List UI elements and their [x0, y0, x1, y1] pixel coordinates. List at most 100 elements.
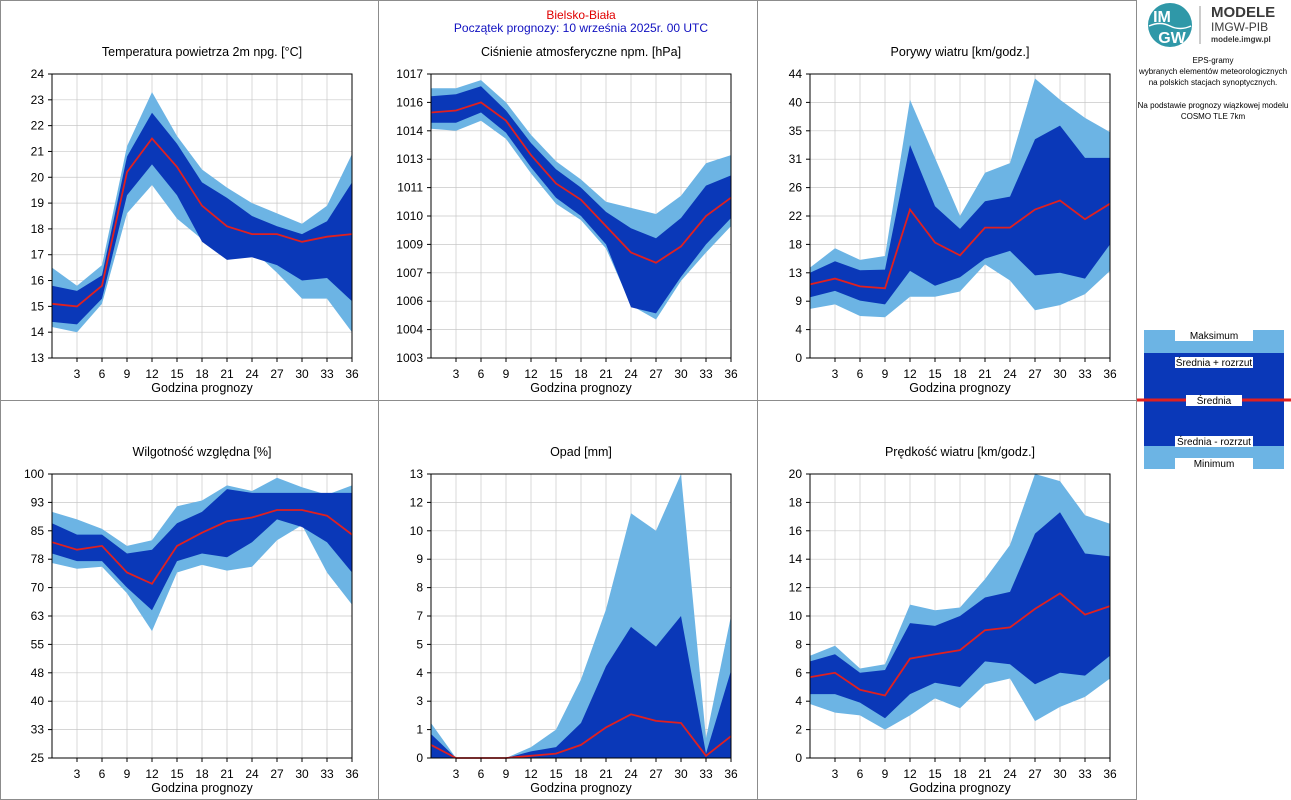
gusts-xtick-label-24: 24	[1003, 367, 1017, 381]
wind-ytick-label-0: 0	[795, 751, 802, 765]
humidity-title: Wilgotność względna [%]	[133, 445, 272, 459]
gusts-ytick-label-8: 35	[789, 124, 803, 138]
humidity-ytick-label-10: 100	[24, 467, 44, 481]
pressure-ytick-label-1: 1004	[396, 323, 423, 337]
precip-ytick-label-4: 5	[416, 637, 423, 651]
legend-label-min: Minimum	[1194, 459, 1235, 470]
pressure-xtick-label-30: 30	[674, 367, 688, 381]
humidity-xtick-label-3: 3	[74, 767, 81, 781]
wind-ytick-label-6: 12	[789, 581, 803, 595]
temp-ytick-label-3: 16	[31, 274, 45, 288]
gusts-ytick-label-0: 0	[795, 351, 802, 365]
gusts-ytick-label-7: 31	[789, 152, 803, 166]
precip-ytick-label-2: 3	[416, 694, 423, 708]
logo-line1: MODELE	[1211, 4, 1275, 21]
pressure-ytick-label-5: 1010	[396, 209, 423, 223]
humidity-ytick-label-0: 25	[31, 751, 45, 765]
precip-xtick-label-15: 15	[549, 767, 563, 781]
temp-xtick-label-15: 15	[170, 367, 184, 381]
humidity-ytick-label-4: 55	[31, 637, 45, 651]
wind-xaxis-label: Godzina prognozy	[909, 781, 1011, 795]
temp-xtick-label-27: 27	[270, 367, 284, 381]
precip-xtick-label-9: 9	[503, 767, 510, 781]
temp-ytick-label-10: 23	[31, 93, 45, 107]
wind-ytick-label-1: 2	[795, 723, 802, 737]
wind-xtick-label-30: 30	[1053, 767, 1067, 781]
temp-ytick-label-9: 22	[31, 119, 45, 133]
gusts-ytick-label-6: 26	[789, 181, 803, 195]
precip-ytick-label-8: 10	[410, 524, 424, 538]
temp-xtick-label-18: 18	[195, 367, 209, 381]
imgw-logo: IM GW MODELE IMGW-PIB modele.imgw.pl	[1148, 3, 1275, 47]
precip-ytick-label-3: 4	[416, 666, 423, 680]
pressure-xtick-label-3: 3	[453, 367, 460, 381]
precip-ytick-label-1: 1	[416, 723, 423, 737]
humidity-xtick-label-15: 15	[170, 767, 184, 781]
header-city: Bielsko-Biała	[546, 8, 616, 22]
chart-pressure: 1003 1004 1006 1007 1009 1010 1011 1013 1014 1016…	[396, 45, 738, 395]
pressure-xtick-label-15: 15	[549, 367, 563, 381]
temp-xtick-label-12: 12	[145, 367, 159, 381]
pressure-title: Ciśnienie atmosferyczne npm. [hPa]	[481, 45, 681, 59]
epsgram-canvas: Bielsko-Biała Początek prognozy: 10 wrze…	[0, 0, 1291, 800]
pressure-ytick-label-2: 1006	[396, 294, 423, 308]
wind-ytick-label-7: 14	[789, 552, 803, 566]
gusts-xtick-label-36: 36	[1103, 367, 1117, 381]
pressure-xtick-label-24: 24	[624, 367, 638, 381]
precip-ytick-label-10: 13	[410, 467, 424, 481]
gusts-ytick-label-9: 40	[789, 95, 803, 109]
temp-xtick-label-21: 21	[220, 367, 234, 381]
humidity-xtick-label-27: 27	[270, 767, 284, 781]
temp-xtick-label-9: 9	[124, 367, 131, 381]
logo-circle-text-top: IM	[1153, 9, 1171, 26]
pressure-ytick-label-4: 1009	[396, 237, 423, 251]
pressure-ytick-label-7: 1013	[396, 152, 423, 166]
gusts-title: Porywy wiatru [km/godz.]	[891, 45, 1030, 59]
temp-ytick-label-8: 21	[31, 144, 45, 158]
humidity-xtick-label-36: 36	[345, 767, 359, 781]
gusts-xtick-label-9: 9	[882, 367, 889, 381]
info-text: EPS-gramy wybranych elementów meteorolog…	[1138, 56, 1289, 121]
humidity-ytick-label-1: 33	[31, 723, 45, 737]
info-line-1: EPS-gramy	[1193, 56, 1234, 65]
wind-xtick-label-9: 9	[882, 767, 889, 781]
temp-xtick-label-30: 30	[295, 367, 309, 381]
humidity-ytick-label-3: 48	[31, 666, 45, 680]
gusts-xtick-label-33: 33	[1078, 367, 1092, 381]
info-line-6: COSMO TLE 7km	[1181, 112, 1246, 121]
wind-ytick-label-3: 6	[795, 666, 802, 680]
temp-ytick-label-11: 24	[31, 67, 45, 81]
precip-ytick-label-9: 12	[410, 495, 424, 509]
precip-xaxis-label: Godzina prognozy	[530, 781, 632, 795]
wind-title: Prędkość wiatru [km/godz.]	[885, 445, 1035, 459]
precip-xtick-label-33: 33	[699, 767, 713, 781]
precip-xtick-label-3: 3	[453, 767, 460, 781]
temp-ytick-label-6: 19	[31, 196, 45, 210]
wind-xtick-label-15: 15	[928, 767, 942, 781]
temp-xtick-label-6: 6	[99, 367, 106, 381]
chart-temperature: 1314151617181920212223243 6 9 12 15 18 21 24 27 3…	[31, 45, 359, 395]
temp-ytick-label-2: 15	[31, 299, 45, 313]
wind-xtick-label-36: 36	[1103, 767, 1117, 781]
legend: Maksimum Średnia + rozrzut Średnia Średn…	[1137, 330, 1291, 470]
humidity-xtick-label-33: 33	[320, 767, 334, 781]
gusts-ytick-label-1: 4	[795, 323, 802, 337]
temp-xtick-label-3: 3	[74, 367, 81, 381]
legend-label-max: Maksimum	[1190, 331, 1238, 342]
wind-ytick-label-8: 16	[789, 524, 803, 538]
wind-xtick-label-27: 27	[1028, 767, 1042, 781]
pressure-xtick-label-18: 18	[574, 367, 588, 381]
precip-ytick-label-5: 7	[416, 609, 423, 623]
pressure-xtick-label-21: 21	[599, 367, 613, 381]
humidity-xaxis-label: Godzina prognozy	[151, 781, 253, 795]
gusts-xtick-label-27: 27	[1028, 367, 1042, 381]
wind-ytick-label-5: 10	[789, 609, 803, 623]
precip-ytick-label-7: 9	[416, 552, 423, 566]
wind-xtick-label-24: 24	[1003, 767, 1017, 781]
precip-xtick-label-30: 30	[674, 767, 688, 781]
temp-xaxis-label: Godzina prognozy	[151, 381, 253, 395]
logo-line3: modele.imgw.pl	[1211, 35, 1271, 44]
temp-ytick-label-0: 13	[31, 351, 45, 365]
